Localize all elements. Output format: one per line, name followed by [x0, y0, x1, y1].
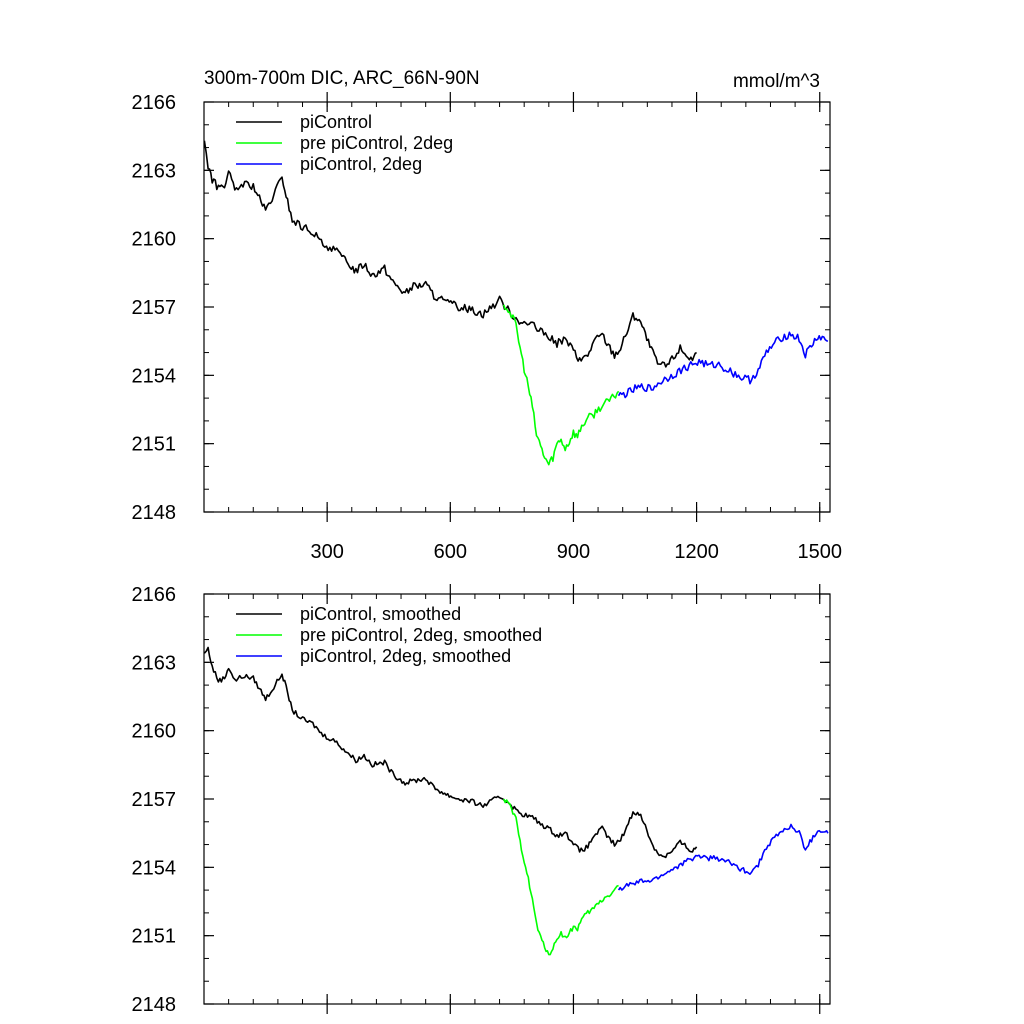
p1-series-line-2	[617, 823, 829, 891]
p0-legend-label-1: pre piControl, 2deg	[300, 133, 453, 153]
p1-legend-label-2: piControl, 2deg, smoothed	[300, 646, 511, 666]
p1-legend-label-1: pre piControl, 2deg, smoothed	[300, 625, 542, 645]
p1-y-tick-label: 2151	[132, 926, 177, 948]
chart-bottom-panel: 2148 2151 2154 2157 2160 2163 2166 piControl, s…	[132, 584, 831, 1016]
p0-legend-label-0: piControl	[300, 112, 372, 132]
p0-y-tick-label: 2166	[132, 92, 177, 114]
figure-title: 300m-700m DIC, ARC_66N-90N	[204, 68, 480, 89]
p1-y-tick-label: 2148	[132, 994, 177, 1016]
p0-y-tick-label: 2148	[132, 502, 177, 524]
p0-legend-label-2: piControl, 2deg	[300, 154, 422, 174]
p1-legend-label-0: piControl, smoothed	[300, 604, 461, 624]
p1-y-tick-label: 2154	[132, 857, 177, 879]
p0-series-line-1	[502, 304, 620, 466]
p0-x-tick-label: 1200	[674, 541, 719, 563]
p0-x-tick-label: 900	[557, 541, 590, 563]
p0-y-tick-label: 2151	[132, 434, 177, 456]
chart-top-panel: 2148 2151 2154 2157 2160 2163 2166 300 600 900 120…	[132, 92, 842, 563]
figure-units: mmol/m^3	[733, 71, 820, 92]
p0-y-tick-label: 2154	[132, 365, 177, 387]
p0-x-tick-label: 600	[434, 541, 467, 563]
p0-series-line-0	[203, 140, 697, 368]
p0-y-tick-label: 2160	[132, 229, 177, 251]
p0-x-tick-label: 300	[310, 541, 343, 563]
p1-series-line-1	[502, 798, 619, 956]
p0-x-tick-label: 1500	[797, 541, 842, 563]
p0-y-tick-label: 2157	[132, 297, 177, 319]
p1-y-tick-label: 2160	[132, 721, 177, 743]
p0-series-line-2	[617, 331, 829, 399]
p1-y-tick-label: 2163	[132, 652, 177, 674]
p0-plot-frame	[203, 101, 831, 513]
p1-y-tick-label: 2166	[132, 584, 177, 606]
p0-y-tick-label: 2163	[132, 160, 177, 182]
p1-y-tick-label: 2157	[132, 789, 177, 811]
p1-plot-frame	[203, 593, 831, 1005]
p1-series-line-0	[203, 646, 698, 859]
